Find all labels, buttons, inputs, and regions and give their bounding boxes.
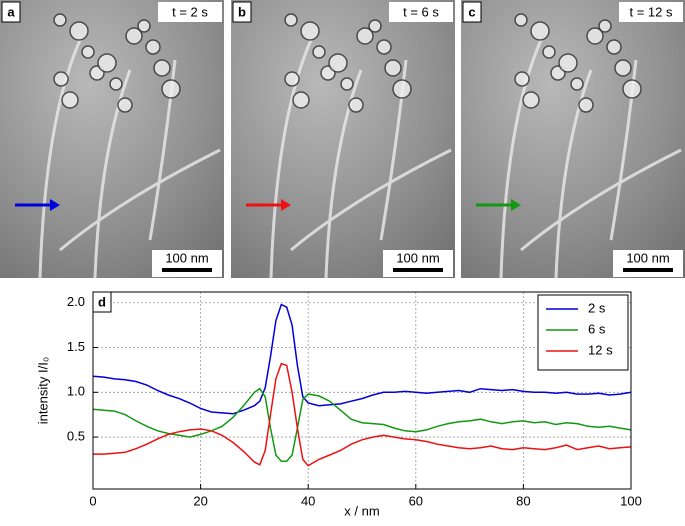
- x-tick-label: 100: [620, 493, 642, 508]
- scale-bar: [162, 268, 212, 272]
- y-tick-label: 2.0: [67, 294, 85, 309]
- time-label: t = 2 s: [172, 4, 208, 19]
- particle: [53, 71, 69, 87]
- filament: [93, 69, 132, 279]
- y-axis-label: intensity I/I₀: [35, 357, 50, 425]
- particle: [53, 13, 67, 27]
- particle: [384, 59, 402, 77]
- particle: [81, 45, 95, 59]
- filament: [324, 69, 363, 279]
- data-line: [92, 303, 632, 415]
- filaments: [38, 39, 221, 279]
- x-tick-label: 80: [516, 493, 530, 508]
- particle: [514, 13, 528, 27]
- particle: [522, 91, 540, 109]
- legend-label: 12 s: [588, 342, 613, 357]
- panel-label: a: [7, 4, 15, 19]
- filament: [520, 148, 682, 252]
- panel-label: b: [238, 4, 246, 19]
- scale-label: 100 nm: [165, 250, 208, 265]
- particle: [614, 59, 632, 77]
- y-tick-label: 1.5: [67, 339, 85, 354]
- particle: [153, 59, 171, 77]
- x-axis-label: x / nm: [344, 503, 379, 518]
- particle: [109, 77, 123, 91]
- x-tick-label: 40: [301, 493, 315, 508]
- particle: [284, 71, 300, 87]
- plot-frame: [92, 291, 632, 490]
- scale-label: 100 nm: [396, 250, 439, 265]
- scale-bar: [393, 268, 443, 272]
- label-box: [232, 1, 252, 23]
- particle: [284, 13, 298, 27]
- image-panels: a t = 2 s 100 nm b t = 6 s 100 nm c t = 12 s 100…: [0, 0, 685, 279]
- arrow-head: [50, 199, 60, 211]
- particle: [125, 27, 143, 45]
- y-tick-label: 0.5: [67, 429, 85, 444]
- time-label: t = 6 s: [403, 4, 439, 19]
- scale-bar: [623, 268, 673, 272]
- particle: [356, 27, 374, 45]
- scale-box: [152, 250, 222, 277]
- scale-box: [383, 250, 453, 277]
- particle: [558, 53, 578, 73]
- line-chart: 0 20 40 60 80 100 0.5 1.0 1.5 2.0 d x / nm intensity…: [35, 291, 642, 518]
- data-line: [92, 387, 632, 462]
- filament: [554, 69, 593, 279]
- particle: [328, 53, 348, 73]
- particle: [137, 19, 151, 33]
- time-box: [389, 2, 453, 22]
- particle: [312, 45, 326, 59]
- legend-box: [537, 294, 629, 371]
- particle: [542, 45, 556, 59]
- particle: [598, 19, 612, 33]
- particle: [161, 79, 181, 99]
- particle: [376, 39, 392, 55]
- label-box: [1, 1, 21, 23]
- arrow-head: [281, 199, 291, 211]
- particle: [292, 91, 310, 109]
- filament: [290, 148, 452, 252]
- data-line: [93, 362, 632, 467]
- filament: [59, 148, 221, 252]
- label-box: [462, 1, 482, 23]
- particle: [622, 79, 642, 99]
- particle: [392, 79, 412, 99]
- arrow-head: [511, 199, 521, 211]
- filament: [269, 39, 313, 279]
- panel-label: c: [468, 4, 475, 19]
- particle: [348, 97, 364, 113]
- particle: [570, 77, 584, 91]
- scale-box: [613, 250, 683, 277]
- time-label: t = 12 s: [630, 4, 673, 19]
- panel-label: d: [98, 294, 106, 309]
- particle: [606, 39, 622, 55]
- particle: [61, 91, 79, 109]
- panel-label-box: [92, 291, 112, 313]
- legend-label: 6 s: [588, 321, 606, 336]
- particle: [586, 27, 604, 45]
- particle: [145, 39, 161, 55]
- x-tick-label: 20: [193, 493, 207, 508]
- particle: [97, 53, 117, 73]
- y-tick-label: 1.0: [67, 384, 85, 399]
- particle: [340, 77, 354, 91]
- particle: [117, 97, 133, 113]
- legend-label: 2 s: [588, 300, 606, 315]
- particle: [300, 21, 320, 41]
- particle: [530, 21, 550, 41]
- time-box: [158, 2, 222, 22]
- particle: [368, 19, 382, 33]
- particle: [69, 21, 89, 41]
- time-box: [619, 2, 683, 22]
- filament: [38, 39, 82, 279]
- particle: [578, 97, 594, 113]
- x-tick-label: 60: [409, 493, 423, 508]
- scale-label: 100 nm: [626, 250, 669, 265]
- filament: [499, 39, 543, 279]
- x-tick-label: 0: [89, 493, 96, 508]
- particle: [514, 71, 530, 87]
